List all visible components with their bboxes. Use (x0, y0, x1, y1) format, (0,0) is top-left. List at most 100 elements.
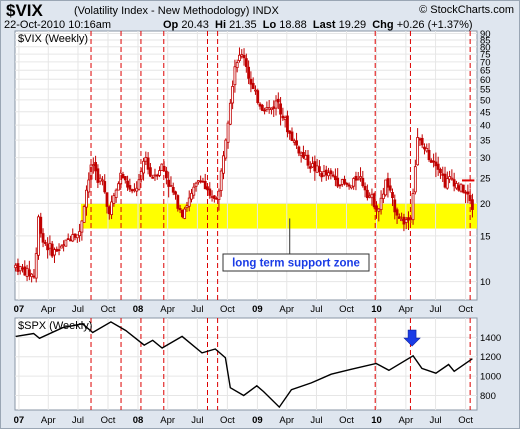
spx-y-tick-label: 1200 (480, 352, 501, 363)
vix-candle-body (434, 161, 438, 167)
vix-candle-body (295, 140, 298, 146)
vix-candle-body (459, 183, 463, 192)
vix-candle-body (461, 184, 465, 193)
vix-candle-body (123, 176, 127, 181)
vix-candle-body (69, 239, 72, 242)
vix-candle-body (98, 177, 102, 182)
vix-candle-body (238, 54, 241, 61)
vix-candle-body (306, 154, 310, 166)
vix-candle-body (423, 146, 426, 150)
vix-candle-body (363, 186, 367, 191)
vix-candle-body (286, 115, 289, 133)
vix-candle-body (416, 137, 420, 166)
vix-y-tick-label: 70 (480, 57, 491, 68)
vix-candle-body (137, 179, 141, 190)
vix-candle-body (315, 165, 319, 173)
vix-candle-body (249, 78, 253, 85)
vix-candle-body (395, 209, 399, 216)
vix-candle-body (217, 190, 221, 200)
vix-candle-body (153, 174, 157, 177)
vix-candle-body (313, 161, 317, 172)
vix-x-tick-label: 09 (252, 304, 263, 315)
vix-candle-body (466, 191, 470, 195)
quote-open-value: 20.43 (181, 19, 209, 31)
vix-candle-body (427, 149, 431, 160)
vix-candle-body (224, 139, 228, 159)
vix-candle-body (27, 269, 31, 277)
vix-panel-label: $VIX (Weekly) (18, 33, 88, 45)
vix-y-tick-label: 90 (480, 29, 491, 40)
vix-candle-body (222, 155, 225, 174)
vix-candle-body (171, 187, 175, 193)
vix-candle-body (292, 140, 296, 143)
vix-candle-body (46, 244, 50, 251)
vix-y-tick-label: 75 (480, 50, 491, 61)
vix-candle-body (425, 148, 429, 152)
vix-candle-body (126, 180, 129, 188)
vix-y-tick-label: 80 (480, 42, 491, 53)
vix-candle-body (402, 216, 406, 225)
vix-candle-body (272, 106, 276, 109)
vix-candle-body (420, 137, 424, 146)
vix-candle-body (329, 170, 333, 175)
vix-candle-body (251, 82, 255, 89)
spx-x-tick-label: 10 (371, 415, 382, 426)
quote-change-label: Chg (372, 19, 394, 31)
vix-candle-body (43, 242, 47, 244)
vix-candle-body (183, 208, 187, 219)
vix-x-tick-label: 08 (133, 304, 144, 315)
vix-x-tick-label: Oct (101, 304, 116, 315)
vix-candle-body (436, 163, 440, 170)
vix-candle-body (318, 166, 321, 173)
vix-candle-body (151, 176, 155, 179)
vix-x-tick-label: Jul (72, 304, 84, 315)
vix-candle-body (158, 170, 161, 176)
quote-last-label: Last (312, 19, 336, 31)
vix-candle-body (331, 174, 335, 177)
spx-x-tick-label: Oct (339, 415, 354, 426)
vix-candle-body (80, 220, 84, 233)
vix-candle-body (297, 146, 301, 154)
vix-candle-body (448, 176, 451, 180)
vix-candle-body (167, 179, 171, 187)
vix-y-tick-label: 35 (480, 136, 491, 147)
vix-x-tick-label: Apr (41, 304, 56, 315)
vix-candle-body (391, 192, 394, 199)
vix-candle-body (274, 100, 278, 109)
vix-candle-body (471, 199, 474, 210)
vix-candle-body (443, 173, 447, 188)
vix-candle-body (411, 193, 415, 221)
quote-open-label: Op (163, 19, 179, 31)
vix-y-tick-label: 30 (480, 153, 491, 164)
spx-x-tick-label: Apr (160, 415, 175, 426)
vix-candle-body (247, 66, 251, 79)
vix-y-tick-label: 25 (480, 174, 491, 185)
vix-candle-body (450, 177, 454, 180)
vix-candle-body (196, 180, 200, 183)
support-zone-band (80, 203, 478, 229)
vix-candle-body (155, 174, 159, 177)
spx-x-tick-label: Oct (220, 415, 235, 426)
security-name: (Volatility Index - New Methodology) IND… (74, 5, 279, 17)
vix-candle-body (50, 243, 54, 257)
vix-y-tick-label: 50 (480, 95, 491, 106)
vix-candle-body (48, 242, 52, 249)
vix-candle-body (164, 170, 168, 179)
vix-candle-body (418, 138, 422, 141)
vix-candle-body (199, 180, 203, 183)
vix-candle-body (258, 103, 262, 107)
vix-candle-body (345, 182, 349, 185)
vix-candle-body (281, 115, 285, 119)
vix-candle-body (370, 193, 374, 199)
annotation-box (222, 253, 370, 272)
vix-x-tick-label: Apr (279, 304, 294, 315)
vix-candle-body (176, 195, 180, 209)
quote-low-value: 18.88 (279, 19, 307, 31)
vix-candle-body (178, 208, 182, 211)
chart-symbol: $VIX (6, 1, 43, 20)
vix-candle-body (14, 264, 18, 269)
vix-candle-body (82, 206, 86, 223)
vix-candle-body (270, 107, 273, 111)
vix-x-tick-label: Apr (160, 304, 175, 315)
vix-y-tick-label: 10 (480, 277, 491, 288)
